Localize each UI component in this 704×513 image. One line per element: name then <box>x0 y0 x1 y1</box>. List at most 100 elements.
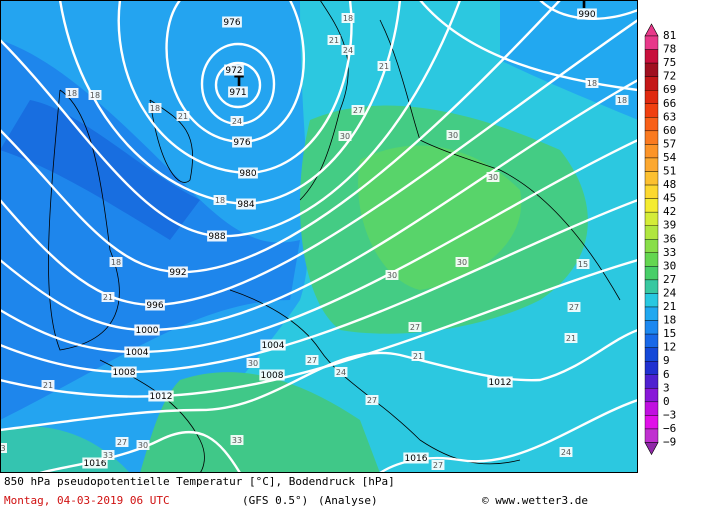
temperature-label-box <box>615 95 629 105</box>
temperature-label: 30 <box>387 271 397 280</box>
coastline <box>48 89 120 351</box>
footer-model: (GFS 0.5°) <box>242 494 308 507</box>
temperature-label-box <box>338 131 352 141</box>
temperature-label-box <box>334 367 348 377</box>
temperature-label-box <box>585 78 599 88</box>
temperature-label: 18 <box>67 89 77 98</box>
temperature-label-box <box>365 395 379 405</box>
legend-label: −6 <box>663 422 676 435</box>
temperature-label: 18 <box>587 79 597 88</box>
temperature-label: 18 <box>111 258 121 267</box>
temperature-label-box <box>41 380 55 390</box>
temperature-label: 21 <box>103 293 113 302</box>
legend-swatch <box>644 130 659 145</box>
temperature-label-box <box>576 259 590 269</box>
legend-label: 6 <box>663 368 670 381</box>
isobar-label-box <box>207 230 227 242</box>
legend-label: 72 <box>663 70 676 83</box>
legend-label: 12 <box>663 341 676 354</box>
low-pressure-marker: T <box>234 74 244 90</box>
legend-swatch <box>644 211 659 226</box>
isobar <box>0 19 638 307</box>
legend-swatch <box>644 76 659 91</box>
isobar-label-box <box>82 457 108 469</box>
legend-swatch <box>644 157 659 172</box>
footer-run: (Analyse) <box>318 494 378 507</box>
temperature-label-box <box>411 351 425 361</box>
temperature-label: 3 <box>0 444 5 453</box>
temperature-label: 18 <box>215 196 225 205</box>
legend-swatch <box>644 320 659 335</box>
legend-label: 33 <box>663 246 676 259</box>
isobar-label-box <box>228 86 248 98</box>
legend-label: 51 <box>663 165 676 178</box>
temperature-label: 30 <box>448 131 458 140</box>
isobar-label: 1004 <box>126 348 149 358</box>
coastline <box>379 19 621 301</box>
legend: 8178757269666360575451484542393633302724… <box>644 23 677 456</box>
legend-label: 18 <box>663 314 676 327</box>
temperature-label-box <box>446 130 460 140</box>
isobar-label: 976 <box>233 138 250 148</box>
isobar-label: 1012 <box>150 392 173 402</box>
legend-label: 63 <box>663 110 676 123</box>
legend-swatch <box>644 35 659 50</box>
temperature-label-box <box>351 105 365 115</box>
legend-label: −9 <box>663 436 676 449</box>
isobar-label: 972 <box>225 66 242 76</box>
isobar-label: 971 <box>229 88 246 98</box>
isobar-label-box <box>259 369 285 381</box>
legend-label: 21 <box>663 300 676 313</box>
legend-swatch <box>644 184 659 199</box>
temperature-label: 18 <box>617 96 627 105</box>
legend-label: 42 <box>663 205 676 218</box>
legend-swatch <box>644 415 659 430</box>
isobar <box>0 78 638 332</box>
temperature-label: 24 <box>343 46 353 55</box>
temperature-label: 15 <box>578 260 588 269</box>
temperature-label-box <box>567 302 581 312</box>
isobar-label: 1000 <box>136 326 159 336</box>
isobar-label: 976 <box>223 18 240 28</box>
legend-swatch <box>644 144 659 159</box>
legend-label: 39 <box>663 219 676 232</box>
temperature-label: 27 <box>569 303 579 312</box>
isobar <box>0 328 638 432</box>
temperature-label: 27 <box>367 396 377 405</box>
temperature-label-box <box>109 257 123 267</box>
legend-swatch <box>644 306 659 321</box>
isobar-label: 1016 <box>405 454 428 464</box>
legend-arrow-bottom <box>644 442 659 456</box>
temperature-label: 27 <box>410 323 420 332</box>
temperature-label-box <box>88 90 102 100</box>
temperature-label-box <box>564 333 578 343</box>
temperature-label: 27 <box>353 106 363 115</box>
temperature-label-box <box>176 111 190 121</box>
footer-credit: © www.wetter3.de <box>482 494 588 507</box>
legend-label: 60 <box>663 124 676 137</box>
footer-title: 850 hPa pseudopotentielle Temperatur [°C… <box>4 475 395 488</box>
temperature-label: 27 <box>433 461 443 470</box>
isobar-label: 980 <box>239 169 256 179</box>
isobar-label-box <box>403 452 429 464</box>
temperature-label-box <box>136 440 150 450</box>
isobar <box>0 198 638 374</box>
isobar-label: 1012 <box>489 378 512 388</box>
temperature-label-box <box>559 447 573 457</box>
temperature-label-box <box>101 450 115 460</box>
temperature-label: 21 <box>43 381 53 390</box>
legend-swatch <box>644 239 659 254</box>
temperature-label-box <box>246 358 260 368</box>
isobar-label: 990 <box>578 10 595 20</box>
legend-label: 0 <box>663 395 670 408</box>
warm-region <box>358 145 522 290</box>
legend-swatch <box>644 374 659 389</box>
isobar-label-box <box>168 266 188 278</box>
isobar-label-box <box>134 324 160 336</box>
legend-swatch <box>644 62 659 77</box>
legend-swatch <box>644 266 659 281</box>
warm-region <box>140 372 380 473</box>
legend-label: 3 <box>663 381 670 394</box>
isobar-label: 988 <box>208 232 225 242</box>
